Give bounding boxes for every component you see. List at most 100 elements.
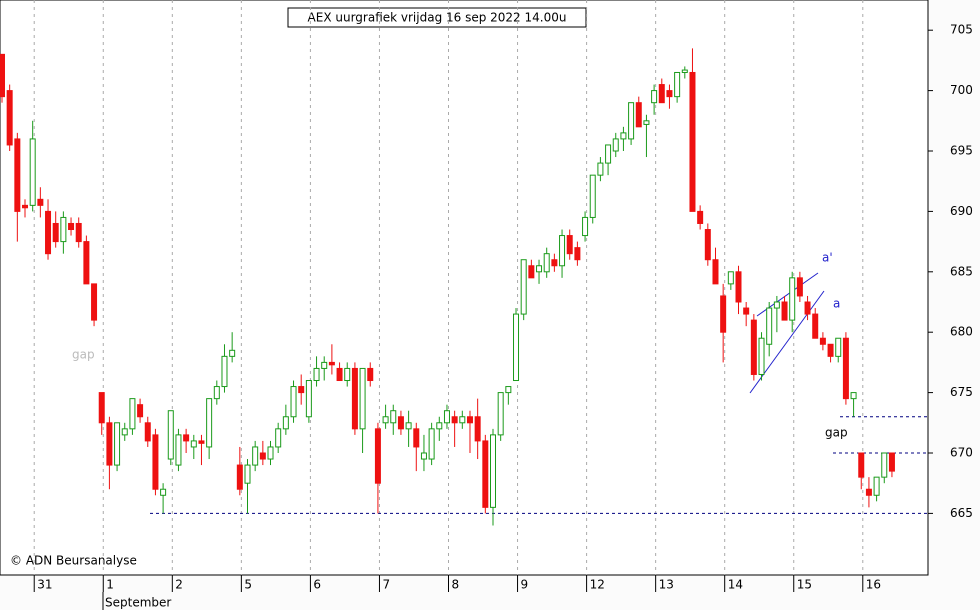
candle-body <box>559 235 566 267</box>
candle-body <box>735 271 742 303</box>
candle-body <box>466 416 473 424</box>
x-tick-label: 2 <box>175 578 183 592</box>
y-tick-label: 675 <box>950 385 973 399</box>
candle-body <box>52 222 59 243</box>
candle-body <box>290 386 297 418</box>
candle-body <box>474 416 481 442</box>
candle-body <box>152 434 159 490</box>
candle-body <box>221 355 228 388</box>
candle-body <box>497 392 504 436</box>
candle-body <box>436 422 443 430</box>
candle-body <box>14 138 21 212</box>
candle-body <box>858 452 865 478</box>
candle-body <box>674 71 681 98</box>
candle-body <box>658 84 665 104</box>
candle-body <box>873 476 880 496</box>
candle-body <box>213 386 220 400</box>
y-tick-label: 685 <box>950 264 973 278</box>
candle-body <box>313 367 320 382</box>
candle-body <box>766 307 773 345</box>
candle-body <box>750 319 757 375</box>
candle-body <box>6 90 13 146</box>
candle-body <box>29 138 36 206</box>
x-tick-label: 12 <box>590 578 605 592</box>
candle-body <box>574 247 581 261</box>
candle-body <box>428 428 435 460</box>
candle-body <box>75 222 82 243</box>
x-tick-label: 7 <box>382 578 390 592</box>
candle-body <box>0 53 5 98</box>
candle-body <box>259 452 266 460</box>
candle-body <box>773 301 780 309</box>
x-tick-label: 16 <box>866 578 881 592</box>
candle-body <box>91 283 98 321</box>
y-tick-label: 690 <box>950 204 973 218</box>
candle-body <box>651 90 658 104</box>
candle-body <box>413 428 420 448</box>
candle-body <box>397 416 404 430</box>
candle-body <box>605 144 612 164</box>
x-tick-label: 15 <box>797 578 812 592</box>
y-tick-label: 705 <box>950 23 973 37</box>
candle-body <box>390 410 397 424</box>
candle-body <box>160 488 167 496</box>
candle-body <box>37 198 44 206</box>
y-tick-label: 700 <box>950 83 973 97</box>
title-box <box>287 7 587 28</box>
candle-body <box>712 259 719 285</box>
candle-body <box>206 398 213 448</box>
candle-body <box>367 367 374 382</box>
y-tick-label: 695 <box>950 143 973 157</box>
candle-body <box>183 434 190 442</box>
candle-body <box>835 337 842 357</box>
x-tick-label: 13 <box>659 578 674 592</box>
candle-body <box>175 434 182 466</box>
candle-body <box>681 69 688 73</box>
credit: © ADN Beursanalyse <box>10 554 137 568</box>
candle-body <box>513 313 520 382</box>
candle-body <box>543 253 550 273</box>
candle-body <box>490 434 496 508</box>
candle-body <box>344 367 351 382</box>
candle-body <box>129 398 136 430</box>
candle-body <box>359 367 366 430</box>
candle-body <box>781 301 788 321</box>
candle-body <box>420 452 427 460</box>
candle-body <box>252 446 259 466</box>
candle-body <box>298 386 305 394</box>
candle-body <box>443 410 450 424</box>
x-tick-label: 6 <box>313 578 321 592</box>
candle-body <box>244 464 251 484</box>
x-tick-label: 9 <box>521 578 529 592</box>
candle-body <box>328 361 335 366</box>
x-tick-label: 1 <box>106 578 114 592</box>
candle-body <box>888 452 895 472</box>
candle-body <box>528 265 535 279</box>
chart-title: AEX uurgrafiek vrijdag 16 sep 2022 14.00… <box>308 11 567 25</box>
candle-body <box>804 301 811 315</box>
candle-body <box>275 428 282 448</box>
candle-body <box>267 446 274 460</box>
candle-body <box>505 386 512 394</box>
candle-body <box>743 307 750 315</box>
month-label: September <box>105 596 171 610</box>
y-tick-label: 670 <box>950 445 973 459</box>
annotation: a <box>833 297 840 311</box>
trend-line <box>749 290 825 394</box>
candle-body <box>374 428 381 484</box>
y-tick-label: 680 <box>950 325 973 339</box>
candle-body <box>827 343 834 357</box>
candle-body <box>98 392 105 424</box>
candle-body <box>666 90 673 98</box>
candle-body <box>451 416 458 424</box>
candle-body <box>459 416 466 424</box>
candle-body <box>628 102 635 140</box>
candle-body <box>758 337 765 375</box>
candle-body <box>405 422 412 430</box>
candle-body <box>305 380 312 418</box>
candle-body <box>643 120 650 125</box>
x-tick-label: 14 <box>728 578 743 592</box>
candle-body <box>720 295 727 333</box>
candle-body <box>620 132 627 140</box>
